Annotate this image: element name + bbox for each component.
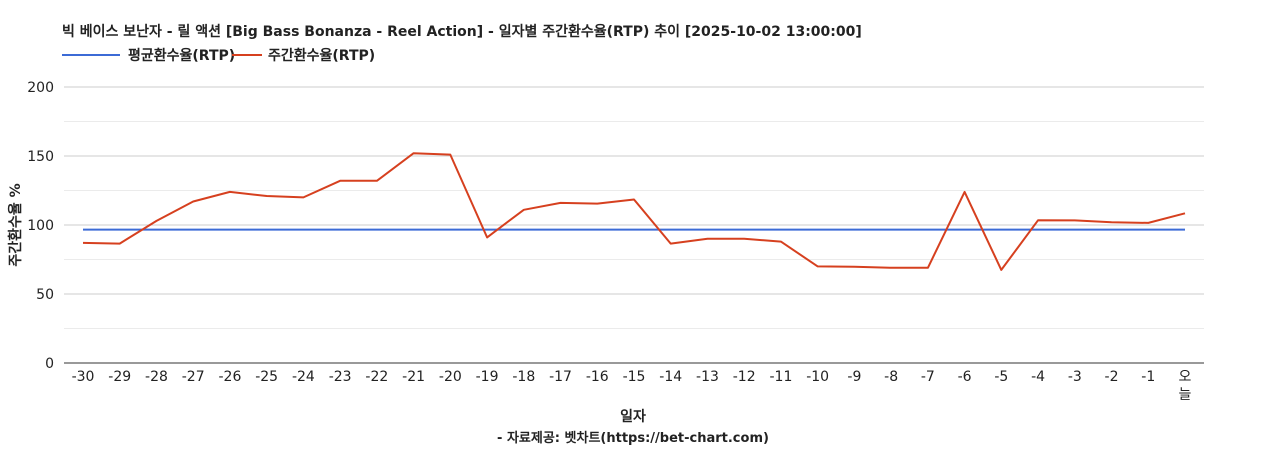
- x-tick-label: -1: [1141, 369, 1155, 385]
- x-tick-label: -28: [145, 369, 168, 385]
- x-axis-ticks: -30 -29 -28 -27 -26 -25 -24 -23 -22 -21 -20 -19 -18-…: [72, 369, 1192, 403]
- x-tick-label: -11: [769, 369, 792, 385]
- legend-label-average: 평균환수율(RTP): [128, 47, 235, 64]
- x-tick-label: -27: [182, 369, 205, 385]
- x-tick-label: -16: [586, 369, 609, 385]
- x-tick-label: -5: [994, 369, 1008, 385]
- x-tick-label: -24: [292, 369, 315, 385]
- x-tick-label: 오: [1179, 369, 1192, 385]
- x-tick-label: -9: [847, 369, 861, 385]
- x-tick-label: -17: [549, 369, 572, 385]
- x-tick-label: -22: [365, 369, 388, 385]
- source-note: - 자료제공: 벳차트(https://bet-chart.com): [497, 430, 769, 446]
- x-tick-label: -18: [512, 369, 535, 385]
- x-tick-label: -7: [921, 369, 935, 385]
- x-tick-label: -2: [1105, 369, 1119, 385]
- x-tick-label: -20: [439, 369, 462, 385]
- x-tick-label: -3: [1068, 369, 1082, 385]
- x-tick-label: 늘: [1179, 387, 1192, 403]
- x-tick-label: -4: [1031, 369, 1045, 385]
- x-tick-label: -23: [329, 369, 352, 385]
- legend: 평균환수율(RTP) 주간환수율(RTP): [62, 47, 375, 64]
- y-tick-label: 50: [36, 287, 54, 303]
- y-tick-label: 100: [27, 218, 54, 234]
- x-tick-label: -15: [623, 369, 646, 385]
- x-tick-label: -29: [108, 369, 131, 385]
- x-tick-label: -13: [696, 369, 719, 385]
- chart-title: 빅 베이스 보난자 - 릴 액션 [Big Bass Bonanza - Ree…: [62, 23, 862, 40]
- y-axis-ticks: 0 50 100 150 200: [27, 80, 54, 372]
- x-tick-label: -12: [733, 369, 756, 385]
- x-tick-label: -21: [402, 369, 425, 385]
- y-axis-title: 주간환수율 %: [7, 183, 24, 266]
- legend-label-weekly: 주간환수율(RTP): [268, 47, 375, 64]
- x-tick-label: -14: [659, 369, 682, 385]
- x-tick-label: -8: [884, 369, 898, 385]
- series-lines: [82, 152, 1186, 271]
- x-tick-label: -19: [476, 369, 499, 385]
- gridlines: [64, 86, 1204, 364]
- x-tick-label: -6: [958, 369, 972, 385]
- x-axis-title: 일자: [620, 409, 646, 425]
- y-tick-label: 0: [45, 356, 54, 372]
- y-tick-label: 200: [27, 80, 54, 96]
- y-tick-label: 150: [27, 149, 54, 165]
- series-line-weekly-rtp: [82, 152, 1186, 271]
- x-tick-label: -25: [255, 369, 278, 385]
- x-tick-label: -26: [218, 369, 241, 385]
- x-tick-label: -30: [72, 369, 95, 385]
- x-tick-label: -10: [806, 369, 829, 385]
